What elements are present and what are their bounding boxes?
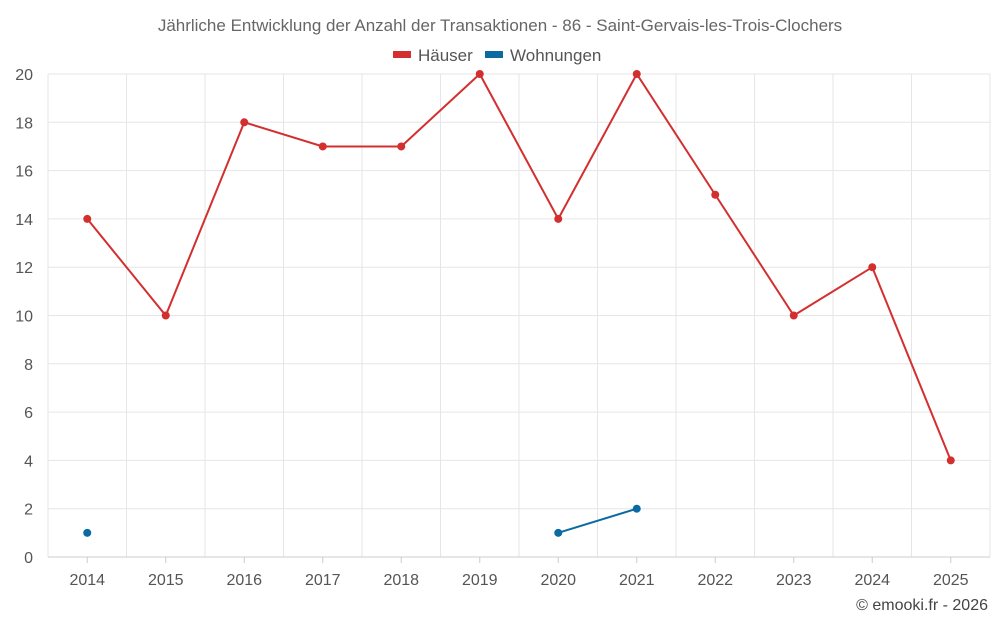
x-tick-label: 2017 (305, 572, 341, 589)
data-point-haeuser[interactable] (632, 70, 641, 78)
legend-label-wohnungen: Wohnungen (510, 46, 601, 65)
chart-title: Jährliche Entwicklung der Anzahl der Tra… (158, 16, 842, 35)
y-tick-label: 12 (15, 260, 33, 277)
legend-swatch-wohnungen (485, 51, 503, 58)
legend-label-haeuser: Häuser (418, 46, 473, 65)
y-tick-label: 14 (15, 212, 33, 229)
axes: 0 2 4 6 8 10 12 14 16 18 20 2014 2015 2016 2017 2018 201… (15, 67, 990, 589)
y-tick-label: 4 (24, 453, 33, 470)
grid (47, 73, 991, 557)
data-point-haeuser[interactable] (946, 456, 955, 465)
x-tick-label: 2021 (619, 572, 655, 589)
data-point-haeuser[interactable] (554, 214, 563, 223)
legend-swatch-haeuser (393, 51, 411, 58)
x-tick-label: 2014 (69, 572, 105, 589)
x-tick-label: 2022 (697, 572, 733, 589)
series-line-haeuser (86, 72, 952, 461)
x-tick-label: 2024 (854, 572, 890, 589)
y-tick-label: 8 (24, 357, 33, 374)
x-tick-label: 2020 (540, 572, 576, 589)
y-tick-label: 16 (15, 164, 33, 181)
x-tick-label: 2018 (383, 572, 419, 589)
x-tick-label: 2023 (776, 572, 812, 589)
x-tick-label: 2015 (148, 572, 184, 589)
data-point-haeuser[interactable] (868, 263, 877, 272)
series-line-wohnungen (557, 507, 638, 534)
y-tick-label: 0 (24, 550, 33, 567)
data-point-haeuser[interactable] (397, 142, 406, 151)
data-point-wohnungen[interactable] (554, 528, 563, 537)
x-tick-label: 2025 (933, 572, 969, 589)
data-point-wohnungen[interactable] (632, 504, 641, 513)
y-tick-label: 18 (15, 115, 33, 132)
x-tick-label: 2019 (462, 572, 498, 589)
legend-item-haeuser[interactable]: Häuser (393, 46, 473, 65)
data-point-haeuser[interactable] (475, 70, 484, 78)
y-tick-label: 2 (24, 502, 33, 519)
data-point-haeuser[interactable] (789, 311, 798, 320)
data-point-haeuser[interactable] (240, 118, 249, 127)
data-point-haeuser[interactable] (318, 142, 327, 151)
legend-item-wohnungen[interactable]: Wohnungen (485, 46, 601, 65)
credit-text: © emooki.fr - 2026 (856, 597, 988, 614)
data-point-haeuser[interactable] (711, 190, 720, 199)
y-tick-label: 10 (15, 309, 33, 326)
y-tick-label: 20 (15, 67, 33, 84)
x-tick-label: 2016 (226, 572, 262, 589)
y-tick-label: 6 (24, 405, 33, 422)
data-point-wohnungen[interactable] (83, 528, 92, 537)
data-point-haeuser[interactable] (83, 214, 92, 223)
legend: Häuser Wohnungen (393, 46, 601, 65)
data-point-haeuser[interactable] (161, 311, 170, 320)
series (83, 70, 955, 537)
